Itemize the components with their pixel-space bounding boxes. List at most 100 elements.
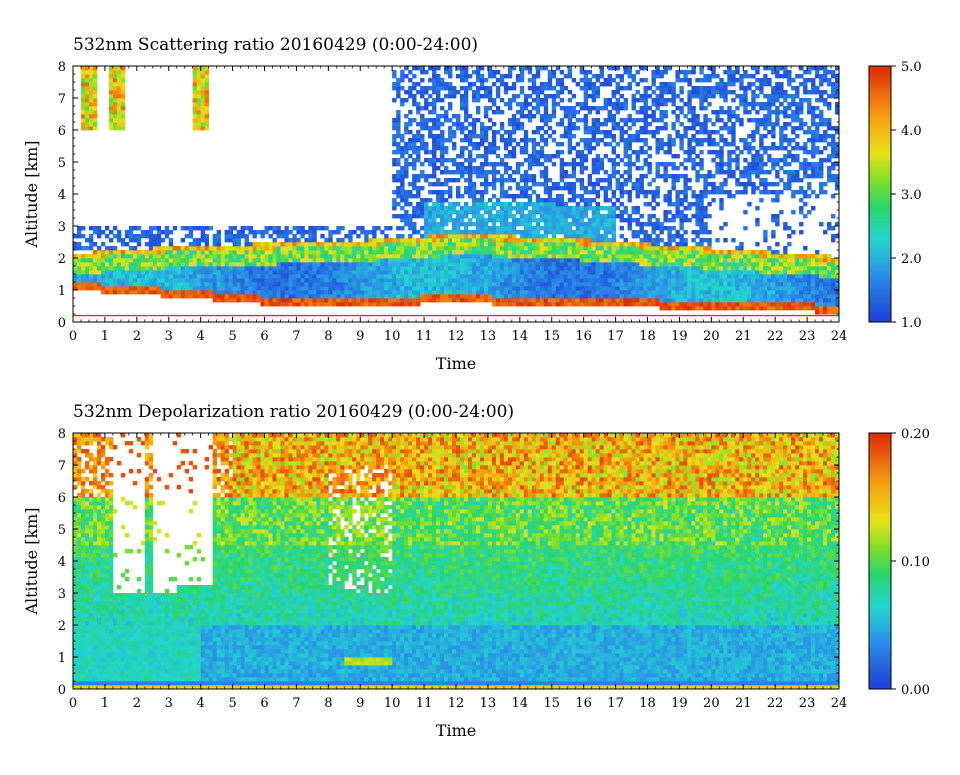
heatmap-cell: [643, 242, 648, 247]
heatmap-cell: [396, 122, 401, 127]
heatmap-cell: [284, 282, 289, 287]
heatmap-cell: [276, 242, 281, 247]
heatmap-cell: [539, 254, 545, 259]
heatmap-cell: [444, 178, 449, 183]
heatmap-cell: [551, 278, 557, 283]
heatmap-cell: [711, 258, 716, 263]
heatmap-cell: [172, 226, 178, 231]
heatmap-cell: [204, 102, 210, 107]
heatmap-cell: [396, 262, 401, 267]
heatmap-cell: [515, 194, 521, 199]
heatmap-cell: [607, 130, 612, 135]
heatmap-cell: [591, 146, 597, 151]
heatmap-cell: [587, 278, 593, 283]
heatmap-cell: [547, 198, 553, 203]
heatmap-cell: [160, 274, 166, 279]
heatmap-cell: [539, 214, 545, 219]
heatmap-cell: [316, 262, 321, 267]
heatmap-cell: [448, 254, 453, 259]
heatmap-cell: [631, 302, 636, 307]
heatmap-cell: [615, 246, 620, 251]
heatmap-cell: [352, 282, 357, 287]
heatmap-cell: [647, 262, 652, 267]
heatmap-cell: [663, 270, 668, 275]
heatmap-cell: [551, 290, 557, 295]
heatmap-cell: [563, 214, 569, 219]
heatmap-cell: [627, 222, 632, 227]
heatmap-cell: [220, 254, 225, 259]
heatmap-cell: [571, 254, 577, 259]
heatmap-cell: [152, 290, 158, 295]
heatmap-cell: [108, 106, 114, 111]
heatmap-cell: [579, 102, 585, 107]
heatmap-cell: [368, 254, 373, 259]
heatmap-cell: [711, 158, 716, 163]
heatmap-cell: [228, 266, 233, 271]
heatmap-cell: [647, 254, 652, 259]
heatmap-cell: [452, 298, 457, 303]
heatmap-cell: [627, 126, 632, 131]
heatmap-cell: [659, 102, 664, 107]
heatmap-cell: [328, 246, 333, 251]
heatmap-cell: [479, 74, 485, 79]
heatmap-cell: [611, 254, 616, 259]
heatmap-cell: [276, 282, 281, 287]
heatmap-cell: [611, 218, 616, 223]
heatmap-cells: [73, 66, 839, 315]
heatmap-cell: [583, 282, 589, 287]
heatmap-cell: [483, 286, 489, 291]
heatmap-cell: [432, 66, 437, 71]
heatmap-cell: [156, 242, 162, 247]
heatmap-cell: [715, 258, 720, 263]
heatmap-cell: [639, 230, 644, 235]
heatmap-cell: [547, 70, 553, 75]
heatmap-cell: [503, 242, 509, 247]
heatmap-cell: [256, 290, 261, 295]
heatmap-cell: [232, 262, 237, 267]
heatmap-cell: [356, 226, 361, 231]
heatmap-cell: [471, 122, 477, 127]
heatmap-cell: [412, 194, 417, 199]
heatmap-cell: [340, 278, 345, 283]
heatmap-cell: [699, 78, 704, 83]
heatmap-cell: [284, 290, 289, 295]
heatmap-cell: [595, 182, 601, 187]
heatmap-cell: [240, 290, 245, 295]
heatmap-cell: [563, 254, 569, 259]
heatmap-cell: [555, 254, 561, 259]
heatmap-cell: [328, 234, 333, 239]
heatmap-cell: [523, 94, 529, 99]
heatmap-cell: [432, 238, 437, 243]
heatmap-cell: [667, 194, 672, 199]
heatmap-cell: [491, 214, 497, 219]
heatmap-cell: [655, 254, 660, 259]
heatmap-cell: [296, 286, 301, 291]
heatmap-cell: [703, 174, 708, 179]
heatmap-cell: [232, 290, 237, 295]
heatmap-cell: [555, 194, 561, 199]
heatmap-cell: [587, 282, 593, 287]
heatmap-cell: [128, 282, 134, 287]
heatmap-cell: [456, 286, 461, 291]
heatmap-cell: [523, 302, 529, 307]
heatmap-cell: [376, 282, 381, 287]
heatmap-cell: [408, 254, 413, 259]
heatmap-cell: [184, 262, 190, 267]
heatmap-cell: [268, 294, 273, 299]
heatmap-cell: [511, 282, 517, 287]
heatmap-cell: [675, 278, 680, 283]
heatmap-cell: [511, 178, 517, 183]
heatmap-cell: [444, 294, 449, 299]
heatmap-cell: [344, 298, 349, 303]
heatmap-cell: [244, 270, 249, 275]
heatmap-cell: [547, 118, 553, 123]
heatmap-cell: [587, 238, 593, 243]
heatmap-cell: [483, 106, 489, 111]
heatmap-cell: [196, 290, 202, 295]
heatmap-cell: [627, 218, 632, 223]
heatmap-cell: [428, 198, 433, 203]
heatmap-cell: [495, 302, 501, 307]
heatmap-cell: [567, 206, 573, 211]
heatmap-cell: [92, 114, 98, 119]
heatmap-cell: [416, 258, 421, 263]
